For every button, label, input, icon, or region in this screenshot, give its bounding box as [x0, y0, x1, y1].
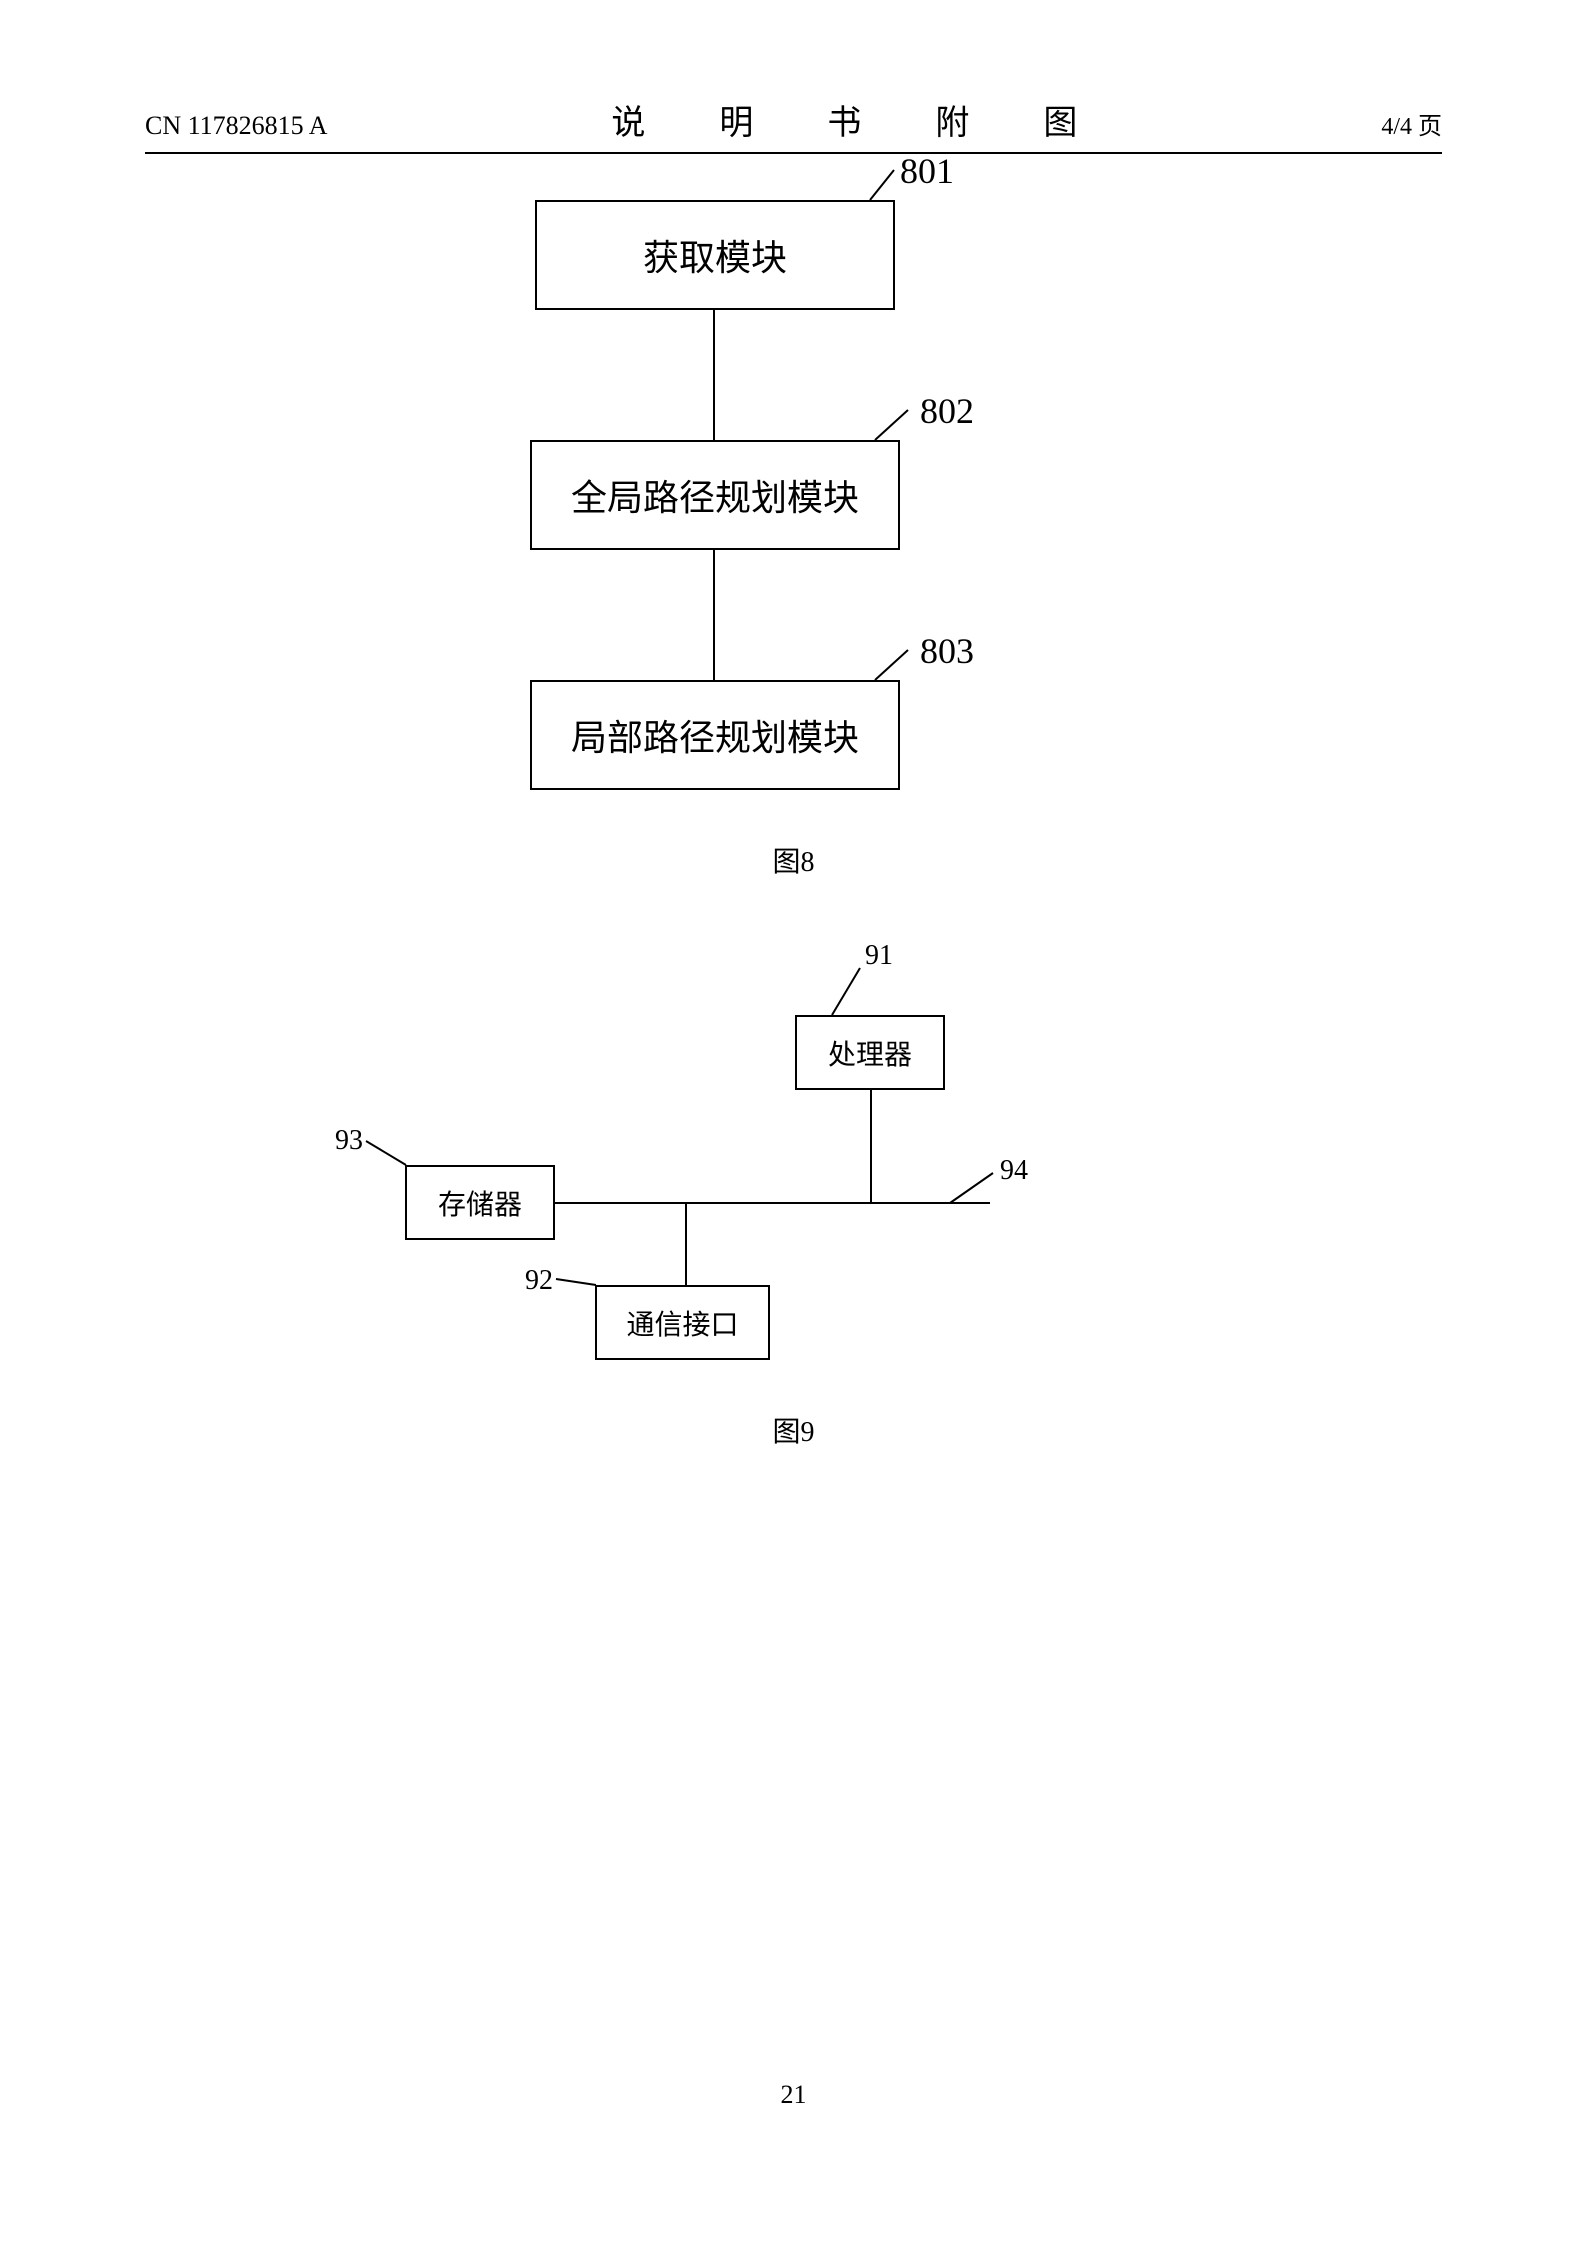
ref-label-801: 801	[900, 150, 954, 192]
leader-line-94	[945, 1168, 1000, 1206]
header-title: 说 明 书 附 图	[611, 95, 1097, 144]
page-header: CN 117826815 A 说 明 书 附 图 4/4 页	[0, 95, 1587, 154]
ref-label-91: 91	[865, 940, 893, 972]
box-label: 处理器	[828, 1033, 912, 1073]
figure-9: 处理器 91 存储器 93 通信接口 92 94	[0, 920, 1587, 1420]
box-label: 存储器	[438, 1183, 522, 1223]
ref-label-802: 802	[920, 390, 974, 432]
figure9-caption: 图9	[0, 1410, 1587, 1450]
box-label: 获取模块	[643, 229, 787, 281]
box-label: 通信接口	[626, 1303, 738, 1343]
leader-line-803	[870, 642, 915, 682]
leader-line-801	[864, 162, 904, 202]
leader-line-802	[870, 402, 915, 442]
ref-label-94: 94	[1000, 1155, 1028, 1187]
ref-label-92: 92	[525, 1265, 553, 1297]
patent-number: CN 117826815 A	[145, 111, 328, 141]
box-local-path-module: 局部路径规划模块	[530, 680, 900, 790]
header-row: CN 117826815 A 说 明 书 附 图 4/4 页	[145, 95, 1442, 154]
page-indicator: 4/4 页	[1381, 106, 1442, 141]
box-label: 全局路径规划模块	[571, 469, 859, 521]
leader-line-92	[548, 1275, 600, 1295]
content-area: 获取模块 801 全局路径规划模块 802 局部路径规划模块 803 图8	[0, 160, 1587, 1420]
connector-line	[685, 1202, 687, 1285]
ref-label-803: 803	[920, 630, 974, 672]
connector-line	[713, 550, 715, 680]
figure-8: 获取模块 801 全局路径规划模块 802 局部路径规划模块 803 图8	[0, 160, 1587, 860]
leader-line-93	[358, 1135, 410, 1170]
bus-line	[555, 1202, 990, 1204]
leader-line-91	[800, 958, 865, 1018]
connector-line	[713, 310, 715, 440]
page-number: 21	[0, 2080, 1587, 2110]
connector-line	[870, 1090, 872, 1204]
box-label: 局部路径规划模块	[571, 709, 859, 761]
box-global-path-module: 全局路径规划模块	[530, 440, 900, 550]
box-acquire-module: 获取模块	[535, 200, 895, 310]
box-memory: 存储器	[405, 1165, 555, 1240]
figure8-caption: 图8	[0, 840, 1587, 880]
box-comm-interface: 通信接口	[595, 1285, 770, 1360]
ref-label-93: 93	[335, 1125, 363, 1157]
box-processor: 处理器	[795, 1015, 945, 1090]
